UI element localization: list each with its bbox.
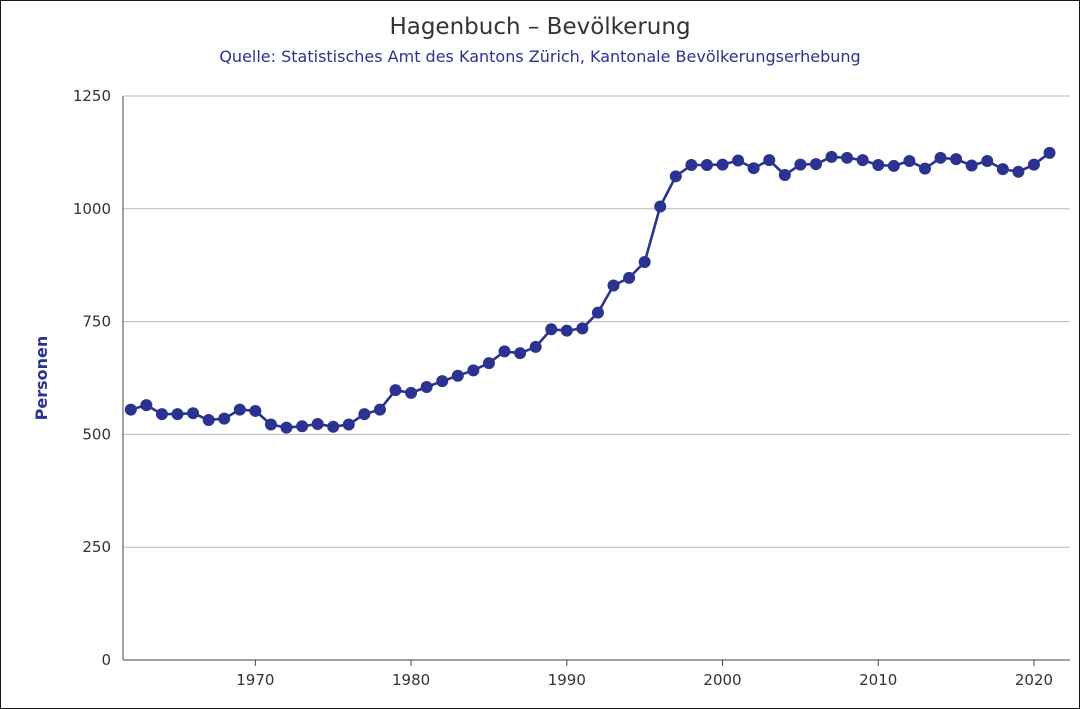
data-point-2017 — [981, 154, 994, 167]
data-point-1991 — [576, 322, 589, 335]
x-tick-label-1980: 1980 — [392, 671, 430, 689]
data-point-1971 — [264, 418, 277, 431]
data-point-1968 — [218, 412, 231, 425]
data-point-1992 — [591, 306, 604, 319]
data-point-2016 — [965, 159, 978, 172]
data-point-1962 — [124, 403, 137, 416]
y-tick-label-0: 0 — [101, 651, 111, 669]
data-point-1972 — [280, 421, 293, 434]
data-point-1977 — [358, 408, 371, 421]
data-point-2003 — [763, 154, 776, 167]
data-point-1980 — [405, 386, 418, 399]
data-point-1983 — [451, 369, 464, 382]
data-point-1963 — [140, 399, 153, 412]
data-point-1984 — [467, 364, 480, 377]
data-point-1970 — [249, 404, 262, 417]
data-point-2002 — [747, 162, 760, 175]
data-point-2018 — [996, 163, 1009, 176]
data-point-1969 — [233, 403, 246, 416]
axes — [122, 96, 1070, 666]
data-point-1976 — [342, 418, 355, 431]
chart-title: Hagenbuch – Bevölkerung — [389, 14, 691, 40]
data-point-2009 — [856, 154, 869, 167]
y-tick-label-1000: 1000 — [73, 200, 111, 218]
y-tick-label-1250: 1250 — [73, 87, 111, 105]
data-point-1985 — [482, 357, 495, 370]
x-tick-labels: 1970 1980 1990 2000 2010 2020 — [236, 671, 1053, 689]
y-axis-title: Personen — [32, 336, 51, 421]
data-point-1997 — [669, 170, 682, 183]
data-point-2019 — [1012, 165, 1025, 178]
y-tick-label-250: 250 — [82, 538, 111, 556]
data-point-2004 — [778, 168, 791, 181]
data-point-2007 — [825, 150, 838, 163]
data-point-1973 — [296, 420, 309, 433]
data-point-2006 — [809, 158, 822, 171]
x-tick-label-2020: 2020 — [1015, 671, 1053, 689]
data-point-1967 — [202, 413, 215, 426]
data-point-2020 — [1027, 158, 1040, 171]
data-point-1999 — [700, 159, 713, 172]
data-point-1981 — [420, 381, 433, 394]
data-point-1996 — [654, 200, 667, 213]
series-line — [130, 151, 1051, 429]
data-point-2008 — [841, 151, 854, 164]
data-point-1987 — [514, 347, 527, 360]
data-point-1990 — [560, 324, 573, 337]
data-point-1989 — [545, 323, 558, 336]
data-point-1998 — [685, 159, 698, 172]
gridlines — [123, 95, 1070, 548]
data-point-1964 — [155, 408, 168, 421]
data-point-2005 — [794, 158, 807, 171]
data-point-2013 — [918, 162, 931, 175]
series-population — [124, 146, 1056, 434]
data-point-1978 — [373, 403, 386, 416]
data-point-1986 — [498, 345, 511, 358]
data-point-1966 — [187, 407, 200, 420]
data-point-1995 — [638, 256, 651, 269]
data-point-1988 — [529, 340, 542, 353]
x-tick-label-1970: 1970 — [236, 671, 274, 689]
y-tick-label-500: 500 — [82, 425, 111, 443]
x-tick-label-2000: 2000 — [703, 671, 741, 689]
data-point-2000 — [716, 158, 729, 171]
y-tick-label-750: 750 — [82, 313, 111, 331]
x-tick-label-2010: 2010 — [859, 671, 897, 689]
data-point-2010 — [872, 159, 885, 172]
x-tick-label-1990: 1990 — [548, 671, 586, 689]
data-point-1965 — [171, 408, 184, 421]
data-point-1975 — [327, 420, 340, 433]
data-point-2001 — [732, 154, 745, 167]
data-point-1974 — [311, 418, 324, 431]
data-point-2015 — [950, 153, 963, 166]
data-point-1993 — [607, 279, 620, 292]
y-tick-labels: 0 250 500 750 1000 1250 — [73, 87, 111, 669]
data-point-1982 — [436, 375, 449, 388]
data-point-2011 — [887, 159, 900, 172]
data-point-2021 — [1043, 146, 1056, 159]
chart-subtitle: Quelle: Statistisches Amt des Kantons Zü… — [219, 47, 861, 66]
data-point-1994 — [623, 271, 636, 284]
data-point-1979 — [389, 384, 402, 397]
data-point-2012 — [903, 154, 916, 167]
data-point-2014 — [934, 151, 947, 164]
